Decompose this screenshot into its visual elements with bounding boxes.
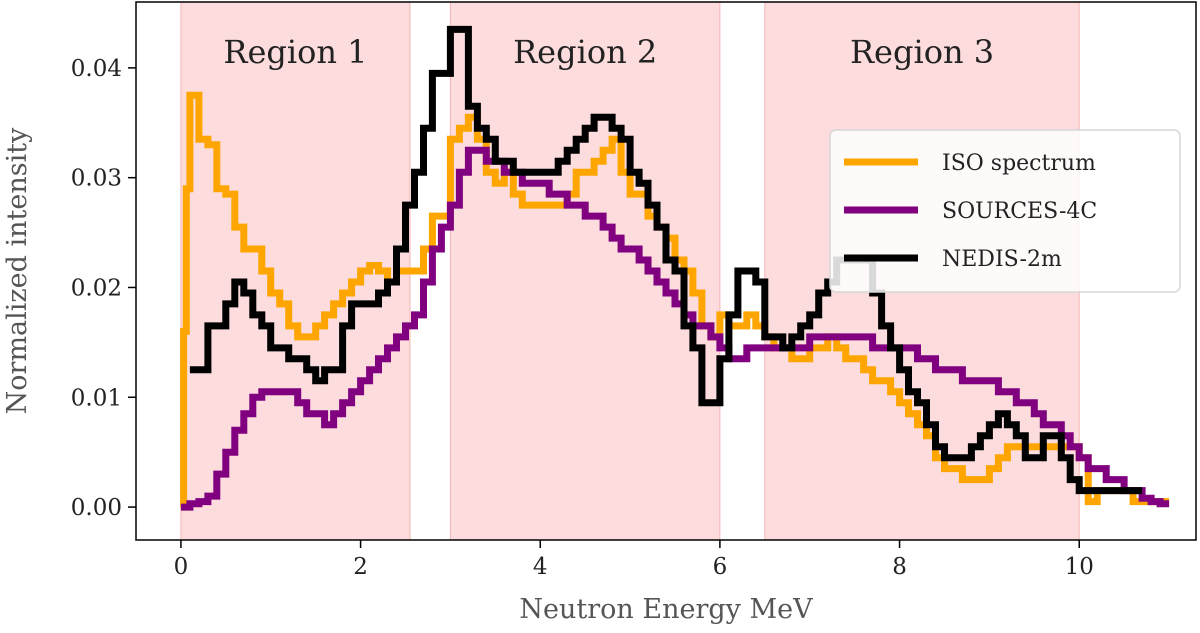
series-layer [180,25,1170,511]
y-tick-label: 0.03 [71,166,122,192]
x-tick-label: 0 [174,554,189,580]
legend-box [829,129,1181,293]
legend-entries: ISO spectrum SOURCES-4C NEDIS-2m [844,151,1097,272]
x-tick-label: 8 [892,554,907,580]
legend: ISO spectrum SOURCES-4C NEDIS-2m [829,129,1181,293]
x-tick-label: 2 [353,554,368,580]
y-tick-label: 0.02 [71,275,122,301]
series-line-nedis-2m [189,25,1143,495]
region-label-2: Region 2 [513,33,657,71]
region-labels-layer: Region 1 Region 2 Region 3 [223,33,994,71]
x-tick-label: 4 [533,554,548,580]
y-tick-label: 0.01 [71,385,122,411]
x-tick-label: 6 [713,554,728,580]
ticks-layer: 0 2 4 6 8 10 0.00 0.01 0.02 0.03 0.04 [71,56,1094,580]
legend-label-sources-4c: SOURCES-4C [942,199,1097,224]
y-tick-label: 0.04 [71,56,122,82]
series-line-sources-4c [180,146,1170,511]
series-line-iso-spectrum [180,91,1170,511]
y-axis-label: Normalized intensity [2,127,33,414]
x-tick-label: 10 [1065,554,1094,580]
plot-frame [135,1,1197,541]
region-label-1: Region 1 [223,33,367,71]
region-label-3: Region 3 [850,33,994,71]
y-tick-label: 0.00 [71,495,122,521]
x-axis-label: Neutron Energy MeV [519,594,813,625]
legend-label-iso-spectrum: ISO spectrum [942,151,1096,176]
legend-label-nedis-2m: NEDIS-2m [942,247,1062,272]
